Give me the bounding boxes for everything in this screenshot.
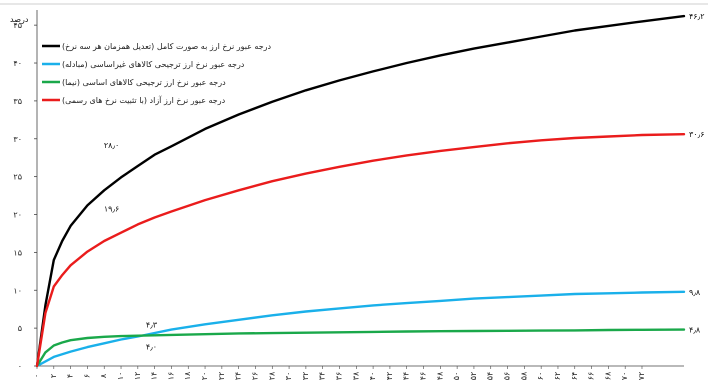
x-tick-label: ۱۸ [183, 371, 192, 380]
x-tick-label: ۱۲ [133, 372, 142, 381]
x-tick-label: ۴۶ [419, 372, 428, 381]
x-tick-label: ۶ [82, 374, 91, 378]
x-tick-label: ۷۲ [637, 372, 646, 381]
x-tick-label: ۳۲ [301, 372, 310, 381]
series-line-0 [35, 14, 686, 368]
y-tick-label: ۳۵ [13, 97, 22, 106]
x-tick-label: ۲۲ [217, 372, 226, 381]
x-tick-label: ۴۰ [368, 372, 377, 381]
x-tick-label: ۷۰ [620, 372, 629, 381]
x-tick-label: ۶۰ [536, 372, 545, 381]
data-label: ۲۸٫۰ [104, 141, 120, 150]
x-tick-label: ۱۶ [166, 372, 175, 381]
series-line-2 [35, 328, 686, 368]
data-label: ۱۹٫۶ [104, 205, 120, 214]
x-tick-label: ۰ [32, 374, 41, 378]
x-tick-label: ۸ [99, 373, 108, 378]
x-tick-label: ۶۴ [570, 372, 579, 381]
x-tick-label: ۱۰ [116, 372, 125, 381]
series-line-1 [35, 290, 686, 368]
x-tick-label: ۵۴ [486, 372, 495, 381]
x-tick-label: ۶۶ [587, 372, 596, 381]
y-tick-label: ۲۰ [13, 211, 22, 220]
x-tick-label: ۶۸ [603, 371, 612, 380]
x-tick-label: ۴ [66, 374, 75, 378]
y-tick-label: ۱۵ [13, 248, 22, 257]
legend-label-1: درجه عبور نرخ ارز ترجیحی کالاهای غیراساس… [62, 60, 245, 69]
x-tick-label: ۲۴ [234, 372, 243, 381]
y-tick-label: ۳۰ [13, 135, 22, 144]
y-axis-unit-label: درصد [10, 15, 29, 24]
data-label: ۴۶٫۲ [689, 12, 705, 21]
x-tick-label: ۴۴ [402, 372, 411, 381]
x-tick-label: ۵۸ [519, 371, 528, 380]
y-tick-label: ۴۵ [13, 21, 22, 30]
x-tick-label: ۵۰ [452, 372, 461, 381]
x-tick-label: ۳۴ [318, 372, 327, 381]
x-tick-label: ۶۲ [553, 372, 562, 381]
legend-label-2: درجه عبور نرخ ارز ترجیحی کالاهای اساسی (… [62, 78, 226, 87]
x-tick-label: ۲۰ [200, 372, 209, 381]
x-tick-label: ۳۸ [351, 371, 360, 380]
x-tick-label: ۵۶ [503, 372, 512, 381]
data-label: ۴٫۳ [146, 320, 158, 329]
x-tick-label: ۳۶ [334, 372, 343, 381]
x-tick-label: ۲ [49, 374, 58, 378]
x-tick-label: ۲۶ [250, 372, 259, 381]
x-tick-label: ۵۲ [469, 372, 478, 381]
x-tick-label: ۱۴ [150, 372, 159, 381]
x-tick-label: ۳۰ [284, 372, 293, 381]
legend-label-0: درجه عبور نرخ ارز به صورت کامل (تعدیل هم… [62, 42, 272, 51]
data-label: ۴٫۸ [689, 326, 701, 335]
data-label: ۴٫۰ [146, 343, 157, 352]
data-label: ۹٫۸ [689, 288, 701, 297]
legend-label-3: درجه عبور نرخ ارز آزاد (با تثبیت نرخ های… [62, 95, 226, 105]
data-label: ۳۰٫۶ [689, 130, 705, 139]
y-tick-label: ۱۰ [13, 286, 22, 295]
x-tick-label: ۲۸ [267, 371, 276, 380]
x-tick-label: ۴۸ [435, 371, 444, 380]
y-tick-label: ۴۰ [13, 59, 22, 68]
x-tick-label: ۴۲ [385, 372, 394, 381]
series-line-3 [35, 132, 686, 368]
y-tick-label: ۵ [18, 324, 22, 333]
y-tick-label: ۰ [18, 362, 22, 371]
y-tick-label: ۲۵ [13, 173, 22, 182]
